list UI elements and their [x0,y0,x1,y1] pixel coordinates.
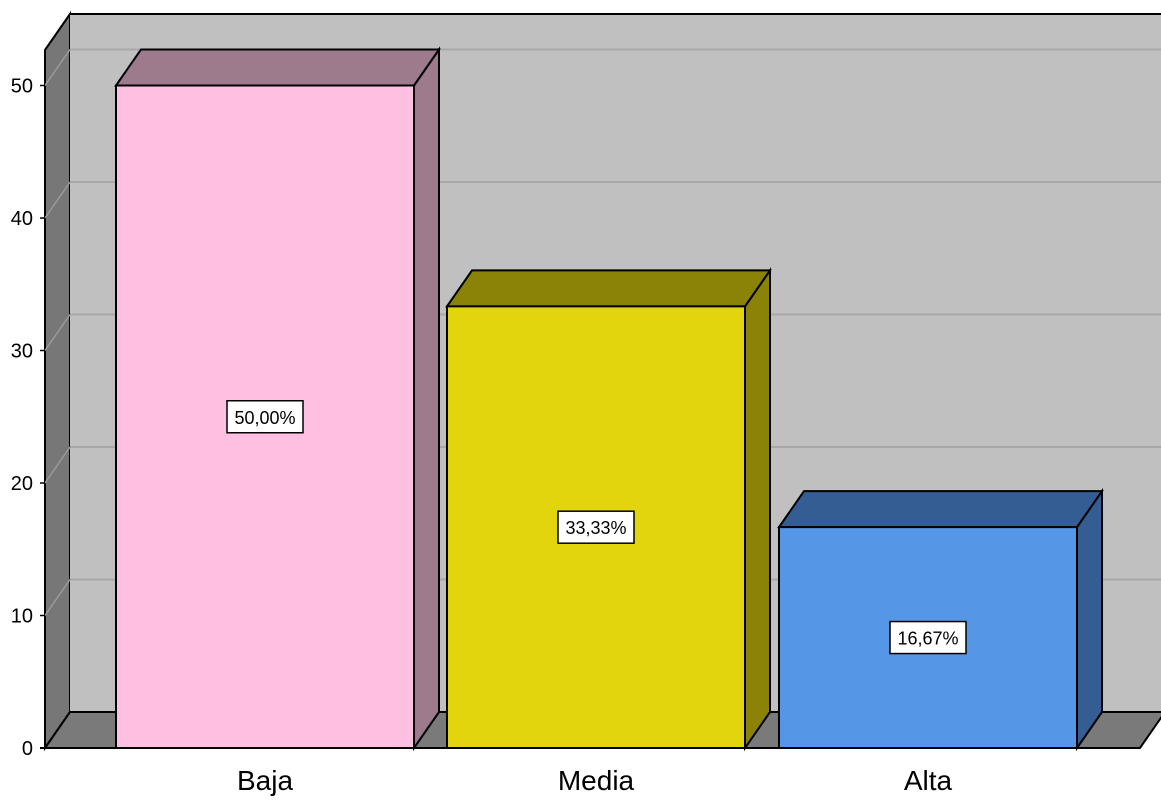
y-tick-label: 30 [11,341,33,363]
gridline-side [44,181,71,219]
data-label-box [557,510,635,544]
y-tick-label: 50 [11,76,33,98]
category-labels: Baja Media Alta [237,765,953,796]
gridline-side [44,49,71,86]
y-tick-label: 10 [11,606,33,628]
data-label-text: 16,67% [897,629,958,649]
y-tick-label: 20 [11,473,33,495]
data-label: 50,00% [226,400,304,434]
bar-side [413,46,440,752]
gridline-side [44,579,71,616]
bars: 50,00% 33,33% 16,67% [114,46,1104,752]
data-label: 33,33% [557,510,635,544]
bar-top [777,490,1104,529]
bar-media: 33,33% [445,267,772,752]
bar-alta: 16,67% [777,487,1104,752]
bar-top [114,48,441,87]
bar-side [744,267,771,752]
bar-top [445,269,772,308]
bar-side [1076,487,1103,752]
data-label-box [226,400,304,434]
x-category-label: Media [558,765,635,796]
x-category-label: Baja [237,765,293,796]
gridline-side [44,446,71,484]
gridline-side [44,314,71,351]
y-tick-label: 0 [22,738,33,760]
data-label-text: 33,33% [565,518,626,538]
bar-baja: 50,00% [114,46,441,752]
data-label: 16,67% [889,620,967,655]
side-wall [44,10,71,752]
data-label-text: 50,00% [234,408,295,428]
x-category-label: Alta [904,765,953,796]
data-label-box [889,620,967,655]
y-axis-ticks: 0 10 20 30 40 50 [11,76,45,760]
y-tick-label: 40 [11,208,33,230]
